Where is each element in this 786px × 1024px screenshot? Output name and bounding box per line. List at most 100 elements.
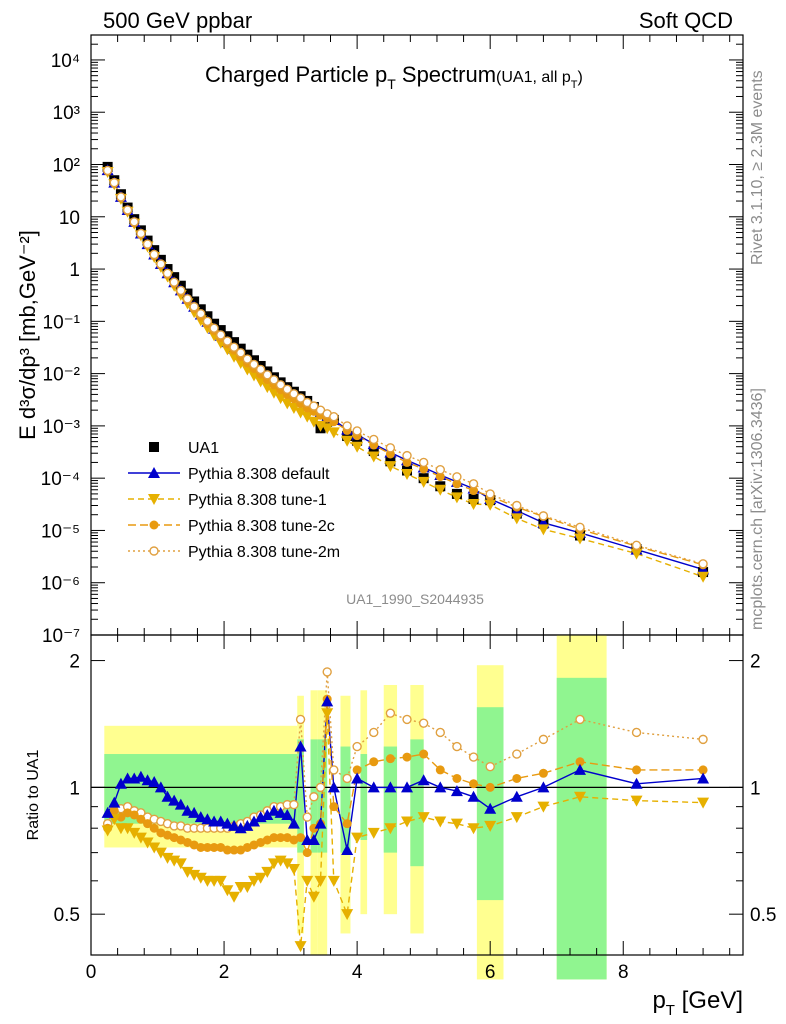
y-tick-label: 10⁻⁷ bbox=[42, 626, 80, 647]
ratio-point-tune1 bbox=[434, 816, 447, 828]
ratio-point-default bbox=[248, 815, 260, 827]
chart-title-note-sub: T bbox=[571, 79, 578, 91]
legend-label: Pythia 8.308 tune-2c bbox=[188, 518, 335, 535]
ratio-band-green bbox=[360, 754, 368, 841]
ratio-point-default bbox=[154, 781, 167, 793]
chart-title-note: (UA1, all p bbox=[496, 69, 571, 86]
ratio-point-tune2c bbox=[369, 757, 379, 767]
ratio-point-tune1 bbox=[467, 823, 480, 835]
point-tune2m bbox=[249, 359, 259, 370]
ratio-point-tune2c bbox=[129, 810, 139, 820]
x-tick-label: 4 bbox=[352, 962, 363, 983]
point-tune2c bbox=[469, 486, 479, 496]
ratio-point-tune1 bbox=[417, 812, 430, 824]
y-tick-label: 10 bbox=[59, 208, 80, 229]
x-tick-label: 2 bbox=[219, 962, 230, 983]
ratio-point-tune1 bbox=[174, 858, 187, 870]
legend-marker-tune2m bbox=[149, 546, 159, 556]
ratio-tick-label-left: 1 bbox=[69, 778, 80, 799]
x-axis-label: pT [GeV] bbox=[652, 987, 743, 1019]
point-tune2m bbox=[538, 511, 549, 521]
ratio-point-tune2c bbox=[196, 842, 206, 852]
y-tick-label: 1 bbox=[69, 260, 80, 281]
ratio-point-tune2m bbox=[538, 734, 549, 745]
legend-label: Pythia 8.308 tune-1 bbox=[188, 492, 327, 509]
ratio-point-default bbox=[287, 817, 300, 829]
point-tune2c bbox=[402, 457, 412, 467]
ratio-tick-label-right: 0.5 bbox=[750, 905, 776, 926]
point-tune2m bbox=[189, 302, 199, 312]
point-tune1 bbox=[301, 411, 314, 423]
ratio-point-tune1 bbox=[214, 875, 227, 887]
ratio-point-tune2m bbox=[309, 792, 319, 802]
legend-marker-ua1 bbox=[149, 442, 159, 452]
chart-title: Charged Particle pT Spectrum(UA1, all pT… bbox=[205, 62, 583, 92]
ratio-point-tune2c bbox=[538, 768, 548, 778]
ratio-point-tune1 bbox=[248, 875, 260, 887]
point-tune2m bbox=[295, 393, 306, 403]
ratio-point-tune2c bbox=[276, 833, 286, 843]
ratio-point-tune2m bbox=[352, 741, 362, 752]
ratio-point-tune1 bbox=[188, 869, 201, 881]
point-tune2m bbox=[485, 489, 495, 499]
ratio-point-tune1 bbox=[274, 855, 287, 867]
point-tune2m bbox=[369, 434, 379, 445]
ratio-point-tune1 bbox=[484, 820, 497, 832]
ratio-point-default bbox=[168, 794, 181, 806]
ratio-point-default bbox=[281, 808, 294, 820]
x-tick-label: 6 bbox=[485, 962, 496, 983]
y-tick-label: 10⁻³ bbox=[43, 417, 81, 438]
point-tune2m bbox=[176, 285, 186, 296]
ratio-point-default bbox=[307, 834, 320, 846]
side-label-rivet: Rivet 3.1.10, ≥ 2.3M events bbox=[749, 70, 766, 265]
ratio-point-tune2m bbox=[315, 782, 326, 793]
point-tune1 bbox=[697, 571, 710, 583]
legend-label: UA1 bbox=[188, 440, 219, 457]
ratio-point-tune1 bbox=[401, 816, 414, 828]
ratio-point-tune1 bbox=[287, 864, 300, 876]
ratio-point-tune2m bbox=[468, 752, 479, 762]
ratio-point-tune2c bbox=[698, 765, 708, 775]
ratio-point-default bbox=[188, 806, 201, 818]
point-tune2m bbox=[329, 411, 339, 422]
ratio-point-tune2c bbox=[296, 833, 306, 843]
point-tune2m bbox=[262, 370, 273, 380]
point-tune2m bbox=[169, 277, 179, 287]
point-tune1 bbox=[574, 533, 586, 545]
x-tick-label: 0 bbox=[86, 962, 97, 983]
x-axis-label-p: p bbox=[652, 987, 665, 1014]
ratio-point-tune1 bbox=[697, 797, 710, 809]
ratio-point-tune2c bbox=[512, 773, 522, 783]
point-tune2m bbox=[385, 443, 396, 453]
point-tune2m bbox=[142, 239, 153, 249]
ratio-point-default bbox=[401, 781, 414, 793]
y-tick-label: 10⁻⁴ bbox=[41, 469, 80, 490]
point-tune2m bbox=[156, 259, 166, 269]
point-tune1 bbox=[630, 548, 643, 560]
ratio-band-green bbox=[556, 677, 607, 980]
legend-marker-default bbox=[148, 467, 160, 478]
point-tune2m bbox=[452, 472, 462, 482]
ratio-point-tune2m bbox=[385, 708, 396, 718]
point-tune2c bbox=[419, 464, 429, 474]
ratio-y-axis-label: Ratio to UA1 bbox=[25, 750, 42, 841]
point-tune2m bbox=[129, 217, 139, 227]
point-tune2m bbox=[122, 205, 133, 215]
chart-title-main2: Spectrum bbox=[396, 62, 496, 87]
ratio-point-default bbox=[228, 819, 241, 831]
point-tune2m bbox=[162, 268, 173, 278]
point-tune2m bbox=[342, 421, 352, 431]
ratio-point-tune1 bbox=[148, 842, 161, 854]
ratio-tick-label-right: 1 bbox=[750, 778, 761, 799]
point-tune2m bbox=[269, 375, 279, 385]
ratio-point-default bbox=[241, 819, 254, 831]
point-tune2m bbox=[289, 389, 299, 399]
ratio-point-tune1 bbox=[307, 891, 320, 903]
ratio-point-tune1 bbox=[314, 875, 327, 887]
ratio-point-default bbox=[450, 785, 463, 797]
ratio-point-default bbox=[484, 802, 497, 814]
ratio-point-tune2m bbox=[322, 667, 332, 677]
ratio-point-tune2m bbox=[289, 799, 299, 810]
ratio-point-tune1 bbox=[327, 875, 340, 887]
point-tune2m bbox=[698, 559, 708, 569]
